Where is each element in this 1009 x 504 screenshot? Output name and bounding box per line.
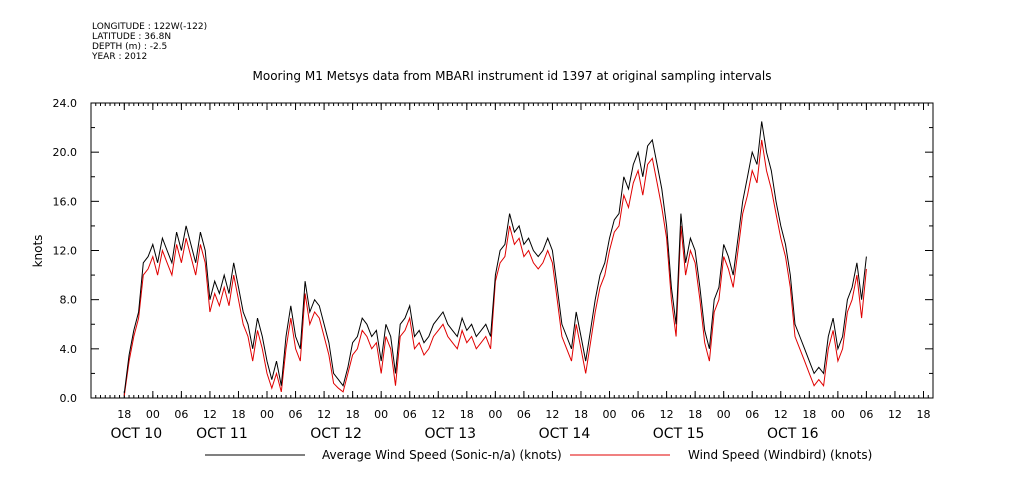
longitude-text: LONGITUDE : 122W(-122) xyxy=(92,22,208,32)
y-tick-label: 16.0 xyxy=(53,195,78,208)
x-tick-label: 06 xyxy=(289,408,303,421)
x-day-label: OCT 11 xyxy=(196,426,248,442)
x-tick-label: 12 xyxy=(774,408,788,421)
metadata-block: LONGITUDE : 122W(-122) LATITUDE : 36.8N … xyxy=(92,22,207,62)
series-windbird-line xyxy=(123,139,867,396)
x-tick-label: 00 xyxy=(831,408,845,421)
legend-label-windbird: Wind Speed (Windbird) (knots) xyxy=(688,448,872,462)
y-axis-label: knots xyxy=(31,235,45,268)
x-tick-label: 06 xyxy=(174,408,188,421)
x-tick-label: 18 xyxy=(346,408,360,421)
y-tick-label: 20.0 xyxy=(53,146,78,159)
legend: Average Wind Speed (Sonic-n/a) (knots) W… xyxy=(205,448,872,462)
x-tick-label: 18 xyxy=(231,408,245,421)
y-tick-label: 8.0 xyxy=(60,294,78,307)
axes: 18 00 06 12 18 00 06 12 18 00 06 12 18 00 06 12 18 00 06 12… xyxy=(53,97,934,442)
chart-title: Mooring M1 Metsys data from MBARI instru… xyxy=(253,69,772,83)
y-tick-label: 12.0 xyxy=(53,245,78,258)
x-tick-label: 18 xyxy=(916,408,930,421)
x-tick-label: 00 xyxy=(488,408,502,421)
legend-label-sonic: Average Wind Speed (Sonic-n/a) (knots) xyxy=(322,448,562,462)
x-tick-label: 00 xyxy=(374,408,388,421)
x-day-label: OCT 15 xyxy=(653,426,705,442)
x-tick-label: 18 xyxy=(117,408,131,421)
x-tick-label: 12 xyxy=(431,408,445,421)
x-day-label: OCT 12 xyxy=(310,426,362,442)
series-layer xyxy=(123,121,867,396)
x-tick-label: 06 xyxy=(403,408,417,421)
x-tick-label: 00 xyxy=(146,408,160,421)
latitude-text: LATITUDE : 36.8N xyxy=(92,32,172,42)
x-tick-label: 12 xyxy=(317,408,331,421)
x-tick-label: 18 xyxy=(688,408,702,421)
x-tick-label: 00 xyxy=(260,408,274,421)
x-tick-label: 06 xyxy=(517,408,531,421)
x-tick-label: 06 xyxy=(745,408,759,421)
x-day-label: OCT 13 xyxy=(424,426,476,442)
y-tick-label: 0.0 xyxy=(60,392,78,405)
x-day-label: OCT 16 xyxy=(767,426,819,442)
x-tick-label: 18 xyxy=(574,408,588,421)
y-tick-label: 24.0 xyxy=(53,97,78,110)
x-tick-label: 06 xyxy=(631,408,645,421)
y-tick-label: 4.0 xyxy=(60,343,78,356)
x-tick-label: 12 xyxy=(888,408,902,421)
x-tick-label: 00 xyxy=(717,408,731,421)
x-tick-label: 12 xyxy=(203,408,217,421)
x-tick-label: 00 xyxy=(603,408,617,421)
depth-text: DEPTH (m) : -2.5 xyxy=(92,42,168,52)
series-sonic-line xyxy=(123,121,867,394)
x-day-label: OCT 14 xyxy=(539,426,591,442)
x-tick-label: 06 xyxy=(859,408,873,421)
x-tick-label: 18 xyxy=(460,408,474,421)
x-day-label: OCT 10 xyxy=(110,426,162,442)
x-tick-label: 12 xyxy=(660,408,674,421)
x-tick-label: 18 xyxy=(802,408,816,421)
x-tick-label: 12 xyxy=(545,408,559,421)
year-text: YEAR : 2012 xyxy=(92,52,148,62)
